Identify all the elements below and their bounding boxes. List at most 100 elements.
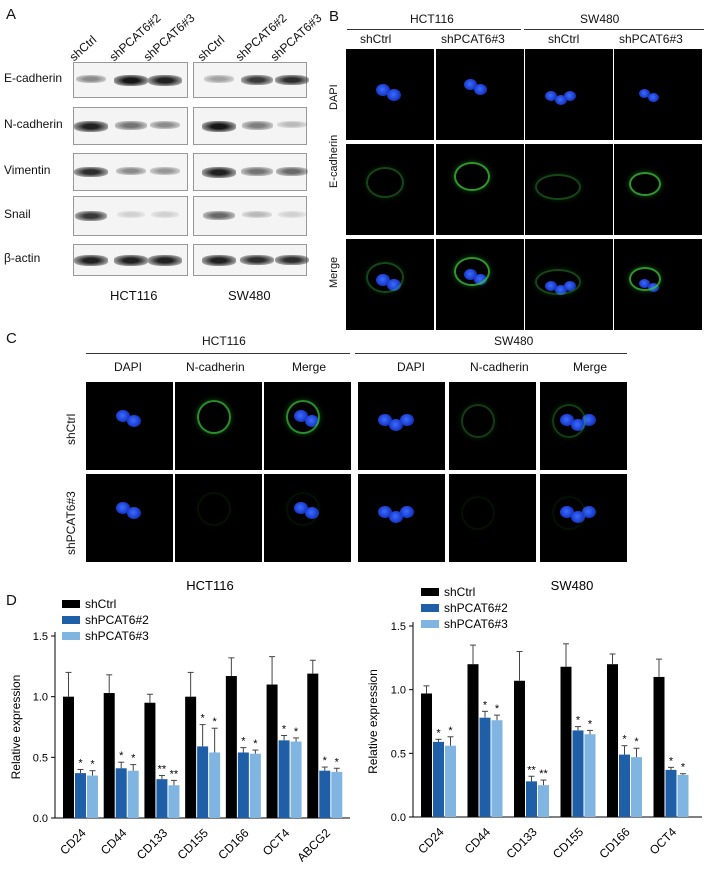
significance-marker: * bbox=[253, 738, 258, 750]
protein-label: β-actin bbox=[4, 251, 41, 265]
nucleus bbox=[464, 269, 477, 281]
bar bbox=[319, 770, 331, 818]
membrane-stain bbox=[197, 400, 231, 434]
nucleus bbox=[294, 410, 308, 422]
protein-label: N-cadherin bbox=[4, 117, 63, 131]
y-tick-label: 1.5 bbox=[391, 621, 406, 633]
bar bbox=[249, 753, 261, 818]
row-label: E-cadherin bbox=[328, 134, 340, 188]
nucleus bbox=[560, 414, 574, 426]
nucleus bbox=[376, 84, 390, 96]
cell-line-header-sw480: SW480 bbox=[580, 12, 620, 26]
legend-swatch bbox=[62, 632, 80, 640]
column-label: shPCAT6#3 bbox=[619, 32, 683, 46]
protein-label: E-cadherin bbox=[4, 71, 63, 85]
blot-band bbox=[148, 255, 182, 266]
blot-row bbox=[73, 153, 188, 191]
significance-marker: * bbox=[669, 755, 674, 767]
y-tick-label: 0.5 bbox=[33, 752, 48, 764]
nucleus bbox=[387, 88, 402, 101]
legend-label: shPCAT6#3 bbox=[444, 617, 508, 631]
membrane-stain bbox=[461, 496, 495, 530]
blot-band bbox=[276, 167, 308, 176]
blot-band bbox=[116, 211, 146, 218]
nucleus bbox=[474, 83, 488, 95]
x-tick-label: CD166 bbox=[215, 826, 252, 863]
nucleus bbox=[571, 510, 586, 523]
nucleus bbox=[389, 510, 404, 523]
membrane-stain bbox=[366, 262, 404, 293]
nucleus bbox=[127, 414, 142, 427]
legend-label: shCtrl bbox=[85, 597, 116, 611]
row-label: shCtrl bbox=[64, 413, 78, 445]
blot-row bbox=[73, 244, 188, 276]
row-label: DAPI bbox=[328, 84, 340, 110]
significance-marker: ** bbox=[170, 768, 179, 780]
significance-marker: * bbox=[294, 726, 299, 738]
blot-band bbox=[115, 167, 147, 176]
header-rule bbox=[355, 353, 627, 354]
significance-marker: * bbox=[622, 734, 627, 746]
micrograph bbox=[436, 49, 524, 140]
membrane-stain bbox=[629, 172, 661, 196]
membrane-stain bbox=[286, 400, 320, 434]
significance-marker: * bbox=[131, 753, 136, 765]
membrane-stain bbox=[454, 257, 490, 286]
nucleus bbox=[127, 506, 142, 519]
micrograph bbox=[540, 474, 627, 562]
x-tick-label: CD44 bbox=[462, 825, 494, 857]
bar bbox=[584, 734, 596, 817]
bar bbox=[653, 676, 665, 817]
nucleus bbox=[560, 506, 574, 518]
legend-label: shCtrl bbox=[444, 585, 475, 599]
blot-row bbox=[193, 62, 309, 98]
panel-a-letter: A bbox=[6, 6, 17, 23]
x-tick-label: CD24 bbox=[415, 825, 447, 857]
nucleus bbox=[387, 278, 402, 291]
blot-band bbox=[115, 121, 147, 130]
lane-label-0-0: shCtrl bbox=[66, 32, 100, 64]
nucleus bbox=[294, 502, 308, 514]
legend-swatch bbox=[421, 604, 439, 612]
membrane-stain bbox=[461, 404, 495, 438]
nucleus bbox=[545, 91, 557, 102]
nucleus bbox=[582, 506, 597, 518]
nucleus bbox=[564, 281, 577, 292]
bar bbox=[607, 664, 618, 817]
significance-marker: * bbox=[335, 756, 340, 768]
bar bbox=[290, 741, 302, 818]
legend-label: shPCAT6#2 bbox=[85, 613, 149, 627]
nucleus bbox=[400, 414, 415, 426]
significance-marker: * bbox=[448, 725, 453, 737]
bar bbox=[491, 720, 503, 817]
membrane-stain bbox=[552, 496, 586, 530]
micrograph bbox=[346, 49, 434, 140]
significance-marker: * bbox=[495, 703, 500, 715]
bar bbox=[526, 781, 537, 817]
column-label: DAPI bbox=[397, 360, 426, 374]
row-label: Merge bbox=[328, 256, 340, 288]
blot-band bbox=[202, 255, 236, 266]
nucleus bbox=[554, 285, 567, 296]
nucleus bbox=[116, 410, 130, 422]
column-label: shCtrl bbox=[548, 32, 580, 46]
blot-band bbox=[74, 121, 108, 132]
bar bbox=[197, 746, 209, 818]
bar bbox=[115, 768, 127, 818]
bar bbox=[278, 740, 290, 818]
significance-marker: * bbox=[282, 723, 287, 735]
blot-band bbox=[240, 75, 274, 85]
bar bbox=[467, 664, 479, 817]
bar bbox=[237, 752, 249, 818]
bar bbox=[677, 774, 689, 817]
x-tick-label: CD166 bbox=[596, 825, 633, 862]
y-tick-label: 1.0 bbox=[33, 692, 48, 704]
blot-band bbox=[74, 167, 108, 178]
column-label: N-cadherin bbox=[470, 360, 529, 374]
column-label: shPCAT6#3 bbox=[441, 32, 505, 46]
header-rule bbox=[524, 29, 704, 30]
blot-band bbox=[74, 211, 108, 221]
membrane-stain bbox=[535, 269, 581, 295]
nucleus bbox=[554, 95, 567, 106]
membrane-stain bbox=[552, 404, 586, 438]
